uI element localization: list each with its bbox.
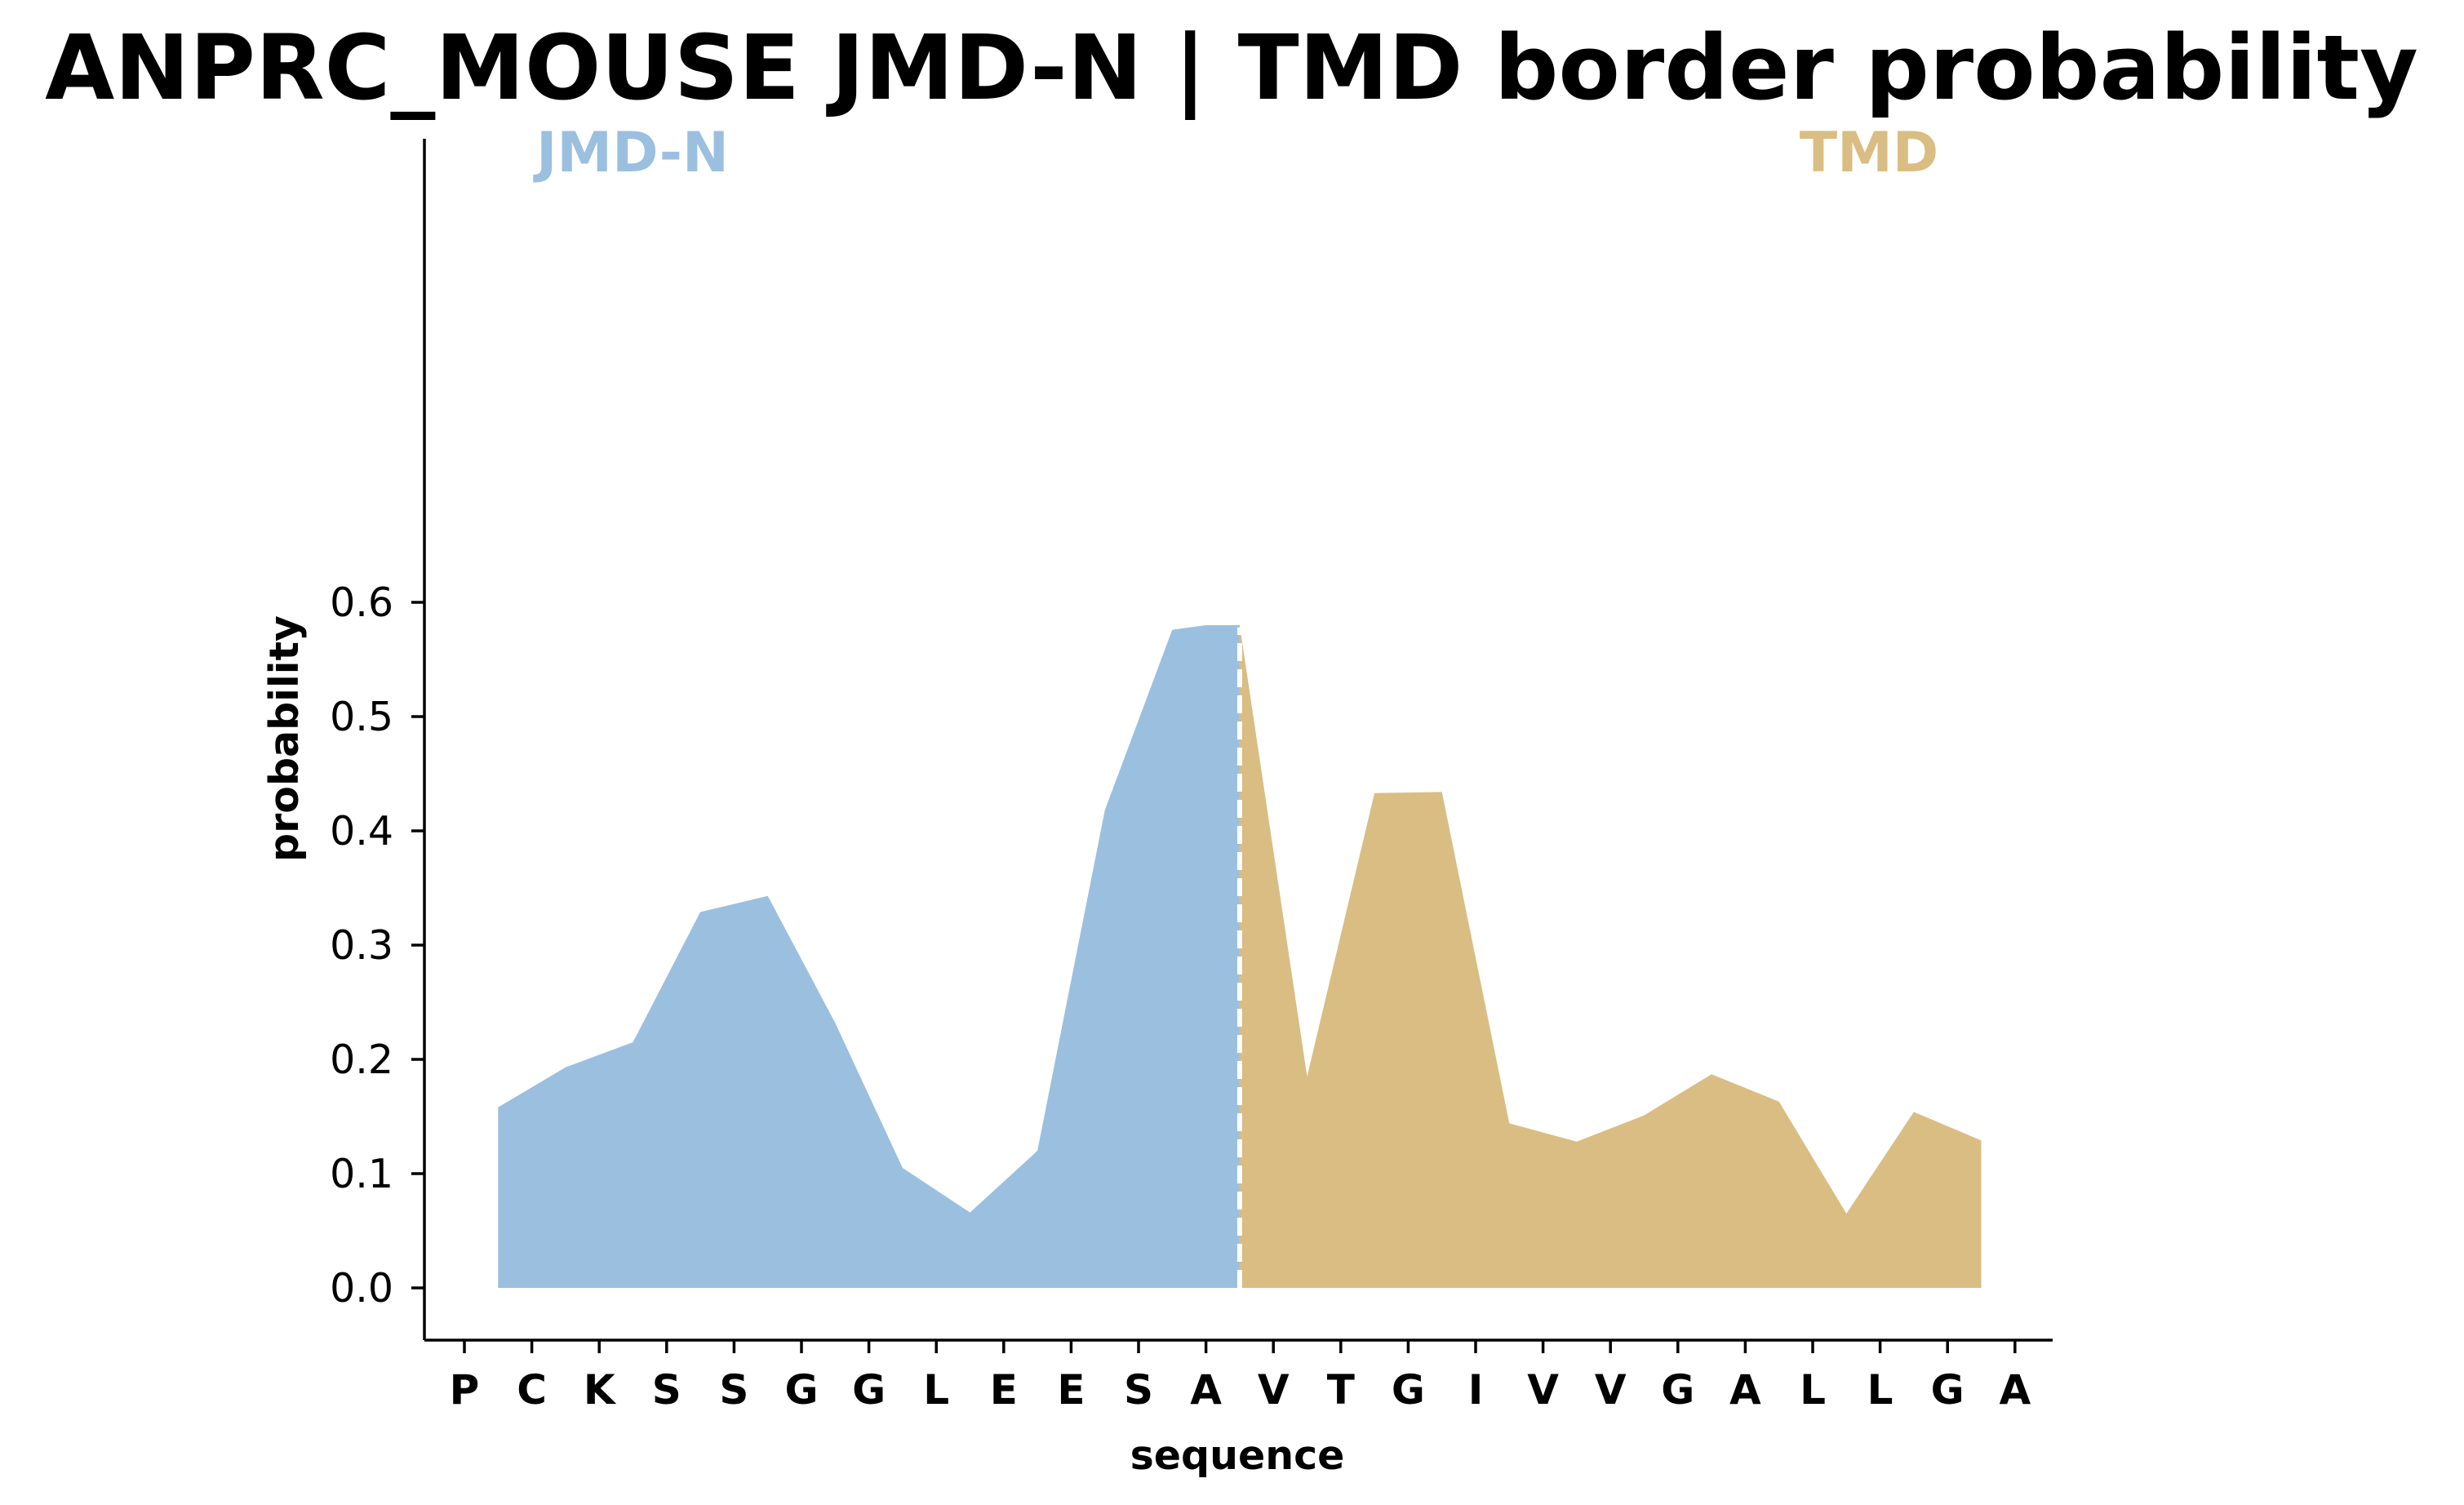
x-tick-label: I [1468, 1366, 1484, 1414]
x-tick-label: V [1595, 1366, 1627, 1414]
jmd-n-region-label: JMD-N [533, 121, 729, 185]
y-tick-label: 0.1 [330, 1151, 393, 1197]
y-axis-label: probability [261, 615, 308, 862]
x-tick-label: S [652, 1366, 681, 1414]
x-tick-label: G [784, 1366, 818, 1414]
x-tick-label: A [1190, 1366, 1222, 1414]
x-tick-label: P [450, 1366, 480, 1414]
x-tick-label: G [852, 1366, 886, 1414]
y-tick-label: 0.6 [330, 579, 393, 626]
y-tick-label: 0.3 [330, 922, 393, 969]
x-tick-label: A [1999, 1366, 2031, 1414]
area-tmd [1239, 625, 1982, 1288]
x-tick-label: L [923, 1366, 949, 1414]
chart-title: ANPRC_MOUSE JMD-N | TMD border probabili… [45, 16, 2418, 121]
tmd-region-label: TMD [1800, 121, 1939, 185]
x-tick-label: L [1800, 1366, 1826, 1414]
x-tick-label: K [584, 1366, 617, 1414]
y-axis: 0.0 0.1 0.2 0.3 0.4 0.5 0.6 [330, 139, 426, 1340]
x-tick-label: L [1867, 1366, 1894, 1414]
x-tick-label: S [1124, 1366, 1153, 1414]
x-tick-label: A [1729, 1366, 1761, 1414]
x-tick-label: C [517, 1366, 547, 1414]
y-tick-label: 0.2 [330, 1037, 393, 1083]
y-tick-label: 0.5 [330, 694, 393, 740]
x-tick-label: E [990, 1366, 1018, 1414]
x-tick-label: G [1392, 1366, 1425, 1414]
y-tick-label: 0.0 [330, 1265, 393, 1312]
x-tick-label: E [1057, 1366, 1085, 1414]
x-tick-label: V [1527, 1366, 1559, 1414]
x-tick-label: T [1327, 1366, 1355, 1414]
x-tick-label: V [1258, 1366, 1290, 1414]
x-tick-label: G [1661, 1366, 1694, 1414]
y-tick-label: 0.4 [330, 808, 393, 855]
x-tick-label: S [719, 1366, 748, 1414]
x-tick-label: G [1931, 1366, 1965, 1414]
x-axis-label: sequence [1130, 1432, 1345, 1479]
plot-area [498, 625, 1982, 1288]
area-jmd-n [498, 625, 1240, 1288]
